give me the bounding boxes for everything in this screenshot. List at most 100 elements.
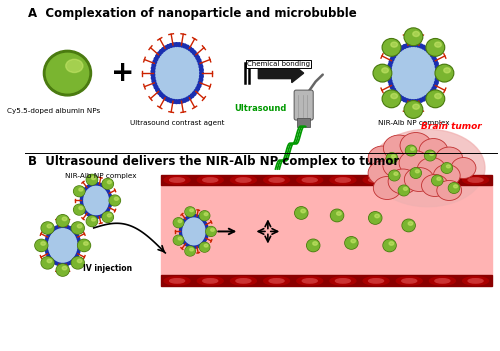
Circle shape: [198, 81, 202, 85]
Circle shape: [104, 186, 106, 188]
Circle shape: [180, 237, 182, 239]
Ellipse shape: [186, 207, 194, 216]
Circle shape: [101, 214, 103, 217]
Circle shape: [178, 100, 181, 104]
Circle shape: [80, 197, 82, 199]
Ellipse shape: [72, 223, 84, 233]
Circle shape: [86, 187, 87, 189]
Circle shape: [204, 220, 206, 223]
Ellipse shape: [264, 176, 289, 184]
Circle shape: [54, 261, 56, 264]
Ellipse shape: [198, 176, 223, 184]
Circle shape: [388, 76, 391, 80]
Circle shape: [160, 93, 163, 97]
Circle shape: [183, 44, 186, 48]
Circle shape: [186, 97, 189, 101]
Circle shape: [83, 190, 86, 192]
Circle shape: [152, 66, 155, 70]
Ellipse shape: [108, 214, 112, 217]
Ellipse shape: [306, 239, 320, 252]
Circle shape: [419, 44, 422, 48]
Circle shape: [82, 193, 84, 195]
Ellipse shape: [42, 258, 53, 268]
Ellipse shape: [388, 169, 418, 194]
Circle shape: [174, 43, 178, 46]
Ellipse shape: [432, 175, 443, 186]
Circle shape: [192, 51, 196, 54]
Circle shape: [434, 62, 438, 65]
Circle shape: [76, 253, 79, 255]
Ellipse shape: [44, 50, 92, 96]
Circle shape: [72, 229, 74, 231]
Ellipse shape: [417, 158, 446, 181]
Ellipse shape: [435, 178, 450, 182]
Ellipse shape: [430, 277, 456, 285]
Ellipse shape: [203, 279, 218, 283]
Ellipse shape: [330, 176, 356, 184]
Circle shape: [162, 48, 166, 51]
Circle shape: [194, 214, 196, 217]
Ellipse shape: [204, 213, 208, 216]
Circle shape: [206, 229, 208, 231]
Text: B  Ultrasound delivers the NIR-Alb NP complex to tumor: B Ultrasound delivers the NIR-Alb NP com…: [28, 154, 399, 167]
Ellipse shape: [383, 153, 414, 178]
Circle shape: [191, 215, 193, 217]
Circle shape: [154, 57, 158, 61]
Circle shape: [428, 92, 432, 95]
Ellipse shape: [174, 218, 184, 227]
Ellipse shape: [394, 172, 398, 176]
Ellipse shape: [434, 165, 460, 186]
Ellipse shape: [435, 279, 450, 283]
Circle shape: [59, 263, 62, 266]
Ellipse shape: [78, 224, 82, 228]
Ellipse shape: [78, 259, 82, 263]
Circle shape: [196, 246, 198, 248]
Circle shape: [406, 99, 409, 102]
Ellipse shape: [387, 153, 397, 163]
Circle shape: [44, 243, 47, 246]
Circle shape: [110, 199, 112, 201]
Ellipse shape: [66, 59, 83, 73]
Circle shape: [183, 241, 185, 243]
Ellipse shape: [190, 248, 194, 251]
Circle shape: [72, 259, 74, 262]
Circle shape: [192, 214, 194, 217]
Circle shape: [88, 185, 90, 187]
Circle shape: [424, 96, 428, 99]
Circle shape: [110, 203, 112, 205]
Circle shape: [414, 43, 418, 47]
Circle shape: [422, 97, 426, 101]
Ellipse shape: [110, 196, 120, 205]
Circle shape: [78, 242, 80, 245]
Circle shape: [192, 246, 194, 248]
Ellipse shape: [416, 170, 420, 173]
Ellipse shape: [152, 43, 203, 103]
Ellipse shape: [384, 91, 400, 106]
Circle shape: [166, 98, 170, 102]
Ellipse shape: [363, 176, 389, 184]
Circle shape: [180, 226, 182, 228]
Circle shape: [190, 246, 192, 248]
Circle shape: [196, 215, 198, 217]
Circle shape: [388, 73, 391, 77]
Circle shape: [108, 208, 110, 211]
Text: NIR-Alb NP complex: NIR-Alb NP complex: [65, 173, 136, 179]
Ellipse shape: [74, 205, 84, 214]
Ellipse shape: [396, 277, 422, 285]
Ellipse shape: [178, 220, 182, 223]
Circle shape: [434, 81, 438, 85]
Ellipse shape: [368, 212, 382, 224]
Circle shape: [206, 227, 208, 229]
Ellipse shape: [204, 244, 208, 247]
Ellipse shape: [413, 104, 420, 109]
Circle shape: [430, 89, 434, 93]
Ellipse shape: [109, 195, 120, 206]
Ellipse shape: [374, 66, 390, 81]
Circle shape: [388, 69, 391, 73]
Circle shape: [56, 262, 58, 265]
Circle shape: [92, 183, 94, 185]
Ellipse shape: [399, 186, 408, 195]
Circle shape: [416, 99, 420, 103]
Ellipse shape: [264, 277, 289, 285]
Circle shape: [48, 256, 50, 258]
